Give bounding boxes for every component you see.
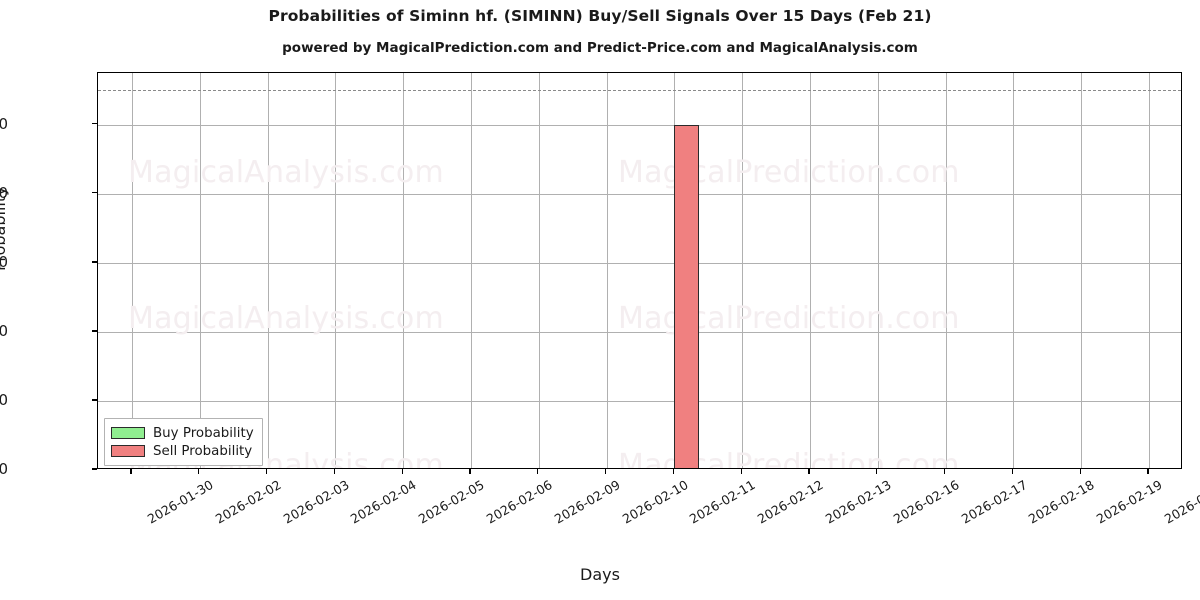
watermark-text: MagicalPrediction.com — [618, 301, 960, 336]
x-axis-tick-label: 2026-02-04 — [348, 477, 420, 527]
bar-sell[interactable] — [674, 124, 699, 468]
x-axis-tick-label: 2026-02-20 — [1161, 477, 1200, 527]
x-axis-tick-mark — [740, 469, 742, 474]
gridline-vertical — [1149, 73, 1151, 468]
gridline-vertical — [470, 73, 472, 468]
gridline-vertical — [742, 73, 744, 468]
gridline-vertical — [877, 73, 879, 468]
x-axis-tick-label: 2026-02-11 — [687, 477, 759, 527]
x-axis-tick-mark — [401, 469, 403, 474]
x-axis-tick-label: 2026-02-13 — [822, 477, 894, 527]
legend-item-sell[interactable]: Sell Probability — [111, 442, 254, 460]
legend-label-buy: Buy Probability — [153, 425, 254, 441]
gridline-horizontal — [98, 331, 1181, 333]
chart-title: Probabilities of Siminn hf. (SIMINN) Buy… — [268, 7, 932, 25]
gridline-vertical — [1013, 73, 1015, 468]
x-axis-tick-label: 2026-02-19 — [1094, 477, 1165, 527]
watermark-text: MagicalAnalysis.com — [128, 301, 444, 336]
gridline-vertical — [945, 73, 947, 468]
legend-item-buy[interactable]: Buy Probability — [111, 424, 254, 442]
x-axis-tick-label: 2026-02-06 — [483, 477, 555, 527]
x-axis-tick-label: 2026-02-18 — [1026, 477, 1098, 527]
y-axis-tick-label: 20 — [0, 390, 8, 409]
x-axis-tick-label: 2026-02-05 — [415, 477, 487, 527]
x-axis-tick-label: 2026-02-09 — [551, 477, 623, 527]
x-axis-tick-mark — [1079, 469, 1081, 474]
x-axis-label: Days — [580, 565, 620, 584]
gridline-vertical — [403, 73, 405, 468]
legend-label-sell: Sell Probability — [153, 443, 253, 459]
y-axis-tick-mark — [92, 330, 97, 332]
gridline-horizontal — [98, 262, 1181, 264]
y-axis-tick-mark — [92, 123, 97, 125]
chart-subtitle: powered by MagicalPrediction.com and Pre… — [282, 40, 918, 56]
x-axis-tick-mark — [876, 469, 878, 474]
x-axis-tick-mark — [130, 469, 132, 474]
chart-legend[interactable]: Buy Probability Sell Probability — [104, 418, 263, 466]
x-axis-tick-mark — [604, 469, 607, 474]
gridline-vertical — [267, 73, 269, 468]
y-axis-tick-label: 0 — [0, 460, 8, 478]
y-axis-tick-label: 40 — [0, 321, 8, 340]
gridline-vertical — [538, 73, 540, 468]
gridline-vertical — [1081, 73, 1083, 468]
x-axis-tick-mark — [537, 469, 539, 474]
y-axis-tick-label: 100 — [0, 114, 8, 133]
watermark-text: MagicalPrediction.com — [618, 448, 960, 469]
x-axis-tick-mark — [469, 469, 471, 474]
gridline-vertical — [131, 73, 133, 468]
reference-line — [98, 90, 1181, 92]
x-axis-tick-label: 2026-02-03 — [280, 477, 352, 527]
y-axis-tick-mark — [92, 399, 97, 401]
x-axis-tick-mark — [808, 469, 810, 474]
gridline-vertical — [335, 73, 337, 468]
x-axis-tick-label: 2026-01-30 — [144, 477, 216, 527]
y-axis-tick-mark — [92, 192, 97, 194]
gridline-vertical — [606, 73, 608, 468]
gridline-horizontal — [98, 193, 1181, 195]
watermark-text: MagicalAnalysis.com — [128, 155, 444, 190]
x-axis-tick-label: 2026-02-12 — [755, 477, 826, 527]
x-axis-tick-mark — [265, 469, 268, 474]
x-axis-tick-mark — [1147, 469, 1149, 474]
x-axis-tick-label: 2026-02-16 — [890, 477, 962, 527]
gridline-vertical — [199, 73, 201, 468]
plot-area: MagicalAnalysis.com MagicalPrediction.com… — [97, 72, 1182, 469]
x-axis-tick-label: 2026-02-10 — [619, 477, 691, 527]
legend-swatch-buy — [111, 427, 145, 439]
watermark-text: MagicalPrediction.com — [618, 155, 960, 190]
x-axis-tick-mark — [944, 469, 946, 474]
x-axis-tick-mark — [198, 469, 200, 474]
x-axis-tick-mark — [333, 469, 335, 474]
y-axis-tick-label: 80 — [0, 183, 8, 202]
x-axis-tick-label: 2026-02-02 — [212, 477, 284, 527]
gridline-vertical — [810, 73, 812, 468]
y-axis-tick-label: 60 — [0, 252, 8, 271]
x-axis-tick-mark — [1011, 469, 1014, 474]
legend-swatch-sell — [111, 445, 145, 457]
x-axis-tick-label: 2026-02-17 — [958, 477, 1030, 527]
y-axis-tick-mark — [92, 261, 97, 263]
y-axis-tick-mark — [92, 468, 97, 470]
x-axis-tick-mark — [672, 469, 675, 474]
gridline-horizontal — [98, 400, 1181, 402]
gridline-horizontal — [98, 124, 1181, 126]
